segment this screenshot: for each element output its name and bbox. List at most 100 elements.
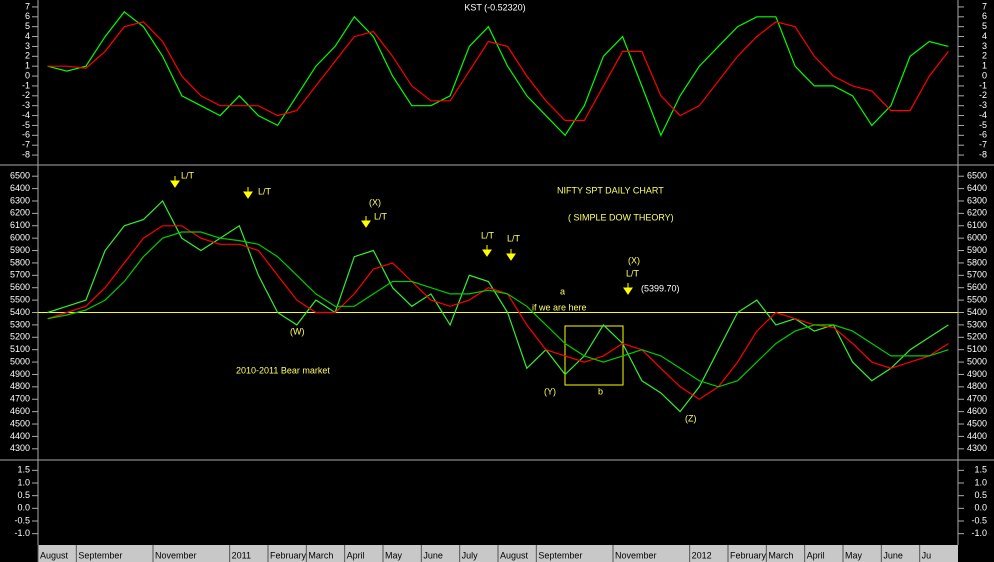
y-tick-label: 4700 bbox=[10, 394, 30, 404]
y-tick-label: 5200 bbox=[10, 332, 30, 342]
y-tick-label: 5600 bbox=[967, 282, 987, 292]
y-tick-label: 4600 bbox=[10, 406, 30, 416]
annotation: if we are here bbox=[532, 302, 587, 312]
x-tick-label: August bbox=[40, 550, 69, 560]
y-tick-label: 6000 bbox=[967, 233, 987, 243]
x-tick-label: September bbox=[538, 550, 582, 560]
reference-label: (5399.70) bbox=[641, 283, 680, 293]
x-tick-label: November bbox=[615, 550, 657, 560]
y-tick-label: 1.0 bbox=[974, 477, 987, 487]
x-tick-label: August bbox=[500, 550, 529, 560]
y-tick-label: 0 bbox=[982, 70, 987, 80]
y-tick-label: 3 bbox=[25, 41, 30, 51]
y-tick-label: 7 bbox=[982, 1, 987, 11]
y-tick-label: 1 bbox=[982, 61, 987, 71]
y-tick-label: 4800 bbox=[10, 381, 30, 391]
y-tick-label: -2 bbox=[22, 90, 30, 100]
annotation: b bbox=[598, 386, 603, 396]
y-tick-label: -1.0 bbox=[971, 528, 987, 538]
annotation: L/T bbox=[181, 170, 195, 180]
x-tick-label: April bbox=[807, 550, 825, 560]
y-tick-label: -3 bbox=[979, 100, 987, 110]
x-tick-label: February bbox=[730, 550, 767, 560]
y-tick-label: -5 bbox=[22, 120, 30, 130]
y-tick-label: 5200 bbox=[967, 332, 987, 342]
arrow bbox=[623, 283, 633, 295]
y-tick-label: 5900 bbox=[10, 245, 30, 255]
x-tick-label: June bbox=[423, 550, 443, 560]
y-tick-label: -0.5 bbox=[971, 515, 987, 525]
series-line bbox=[47, 11, 949, 137]
y-tick-label: 5400 bbox=[10, 307, 30, 317]
y-tick-label: 4300 bbox=[967, 443, 987, 453]
y-tick-label: 5700 bbox=[10, 270, 30, 280]
y-tick-label: 6400 bbox=[967, 183, 987, 193]
y-tick-label: -6 bbox=[979, 130, 987, 140]
y-tick-label: 6400 bbox=[10, 183, 30, 193]
y-tick-label: 4900 bbox=[967, 369, 987, 379]
annotation: (X) bbox=[628, 255, 640, 265]
x-tick-label: July bbox=[462, 550, 479, 560]
y-tick-label: 1.5 bbox=[974, 465, 987, 475]
y-tick-label: 6100 bbox=[10, 220, 30, 230]
y-tick-label: 5900 bbox=[967, 245, 987, 255]
y-tick-label: 0 bbox=[25, 70, 30, 80]
y-tick-label: 4700 bbox=[967, 394, 987, 404]
y-tick-label: 6 bbox=[982, 11, 987, 21]
y-tick-label: 4500 bbox=[10, 418, 30, 428]
y-tick-label: -3 bbox=[22, 100, 30, 110]
y-tick-label: 0.0 bbox=[974, 503, 987, 513]
y-tick-label: 5100 bbox=[967, 344, 987, 354]
x-tick-label: March bbox=[768, 550, 793, 560]
x-tick-label: November bbox=[155, 550, 197, 560]
y-tick-label: -4 bbox=[979, 110, 987, 120]
y-tick-label: -0.5 bbox=[14, 515, 30, 525]
y-tick-label: 4600 bbox=[967, 406, 987, 416]
arrow bbox=[482, 245, 492, 257]
y-tick-label: 5 bbox=[25, 21, 30, 31]
y-tick-label: 0.0 bbox=[17, 503, 30, 513]
x-tick-label: September bbox=[78, 550, 122, 560]
x-tick-label: June bbox=[883, 550, 903, 560]
y-tick-label: 7 bbox=[25, 1, 30, 11]
y-tick-label: 4 bbox=[982, 31, 987, 41]
y-tick-label: 1 bbox=[25, 61, 30, 71]
annotation: NIFTY SPT DAILY CHART bbox=[557, 185, 664, 195]
arrow bbox=[243, 187, 253, 199]
arrow bbox=[361, 216, 371, 228]
annotation: L/T bbox=[626, 268, 640, 278]
y-tick-label: 5700 bbox=[967, 270, 987, 280]
y-tick-label: 5500 bbox=[10, 294, 30, 304]
y-tick-label: 4400 bbox=[10, 431, 30, 441]
y-tick-label: -7 bbox=[979, 140, 987, 150]
y-tick-label: -7 bbox=[22, 140, 30, 150]
y-tick-label: 2 bbox=[25, 51, 30, 61]
y-tick-label: 4400 bbox=[967, 431, 987, 441]
y-tick-label: 5300 bbox=[10, 319, 30, 329]
x-tick-label: 2012 bbox=[692, 550, 712, 560]
arrow bbox=[170, 176, 180, 188]
y-tick-label: 0.5 bbox=[974, 490, 987, 500]
y-tick-label: 6 bbox=[25, 11, 30, 21]
y-tick-label: 6200 bbox=[967, 208, 987, 218]
y-tick-label: 5400 bbox=[967, 307, 987, 317]
y-tick-label: 6000 bbox=[10, 233, 30, 243]
y-tick-label: 6500 bbox=[967, 171, 987, 181]
annotation: (Z) bbox=[685, 413, 697, 423]
y-tick-label: 2 bbox=[982, 51, 987, 61]
annotation: a bbox=[560, 286, 565, 296]
annotation: 2010-2011 Bear market bbox=[236, 365, 330, 375]
annotation: L/T bbox=[481, 230, 495, 240]
y-tick-label: 1.5 bbox=[17, 465, 30, 475]
annotation: L/T bbox=[374, 211, 388, 221]
y-tick-label: 5800 bbox=[10, 257, 30, 267]
y-tick-label: -8 bbox=[22, 149, 30, 159]
y-tick-label: 4300 bbox=[10, 443, 30, 453]
y-tick-label: -1 bbox=[22, 80, 30, 90]
x-tick-label: March bbox=[308, 550, 333, 560]
y-tick-label: 6200 bbox=[10, 208, 30, 218]
y-tick-label: 4500 bbox=[967, 418, 987, 428]
y-tick-label: 3 bbox=[982, 41, 987, 51]
y-tick-label: 5300 bbox=[967, 319, 987, 329]
